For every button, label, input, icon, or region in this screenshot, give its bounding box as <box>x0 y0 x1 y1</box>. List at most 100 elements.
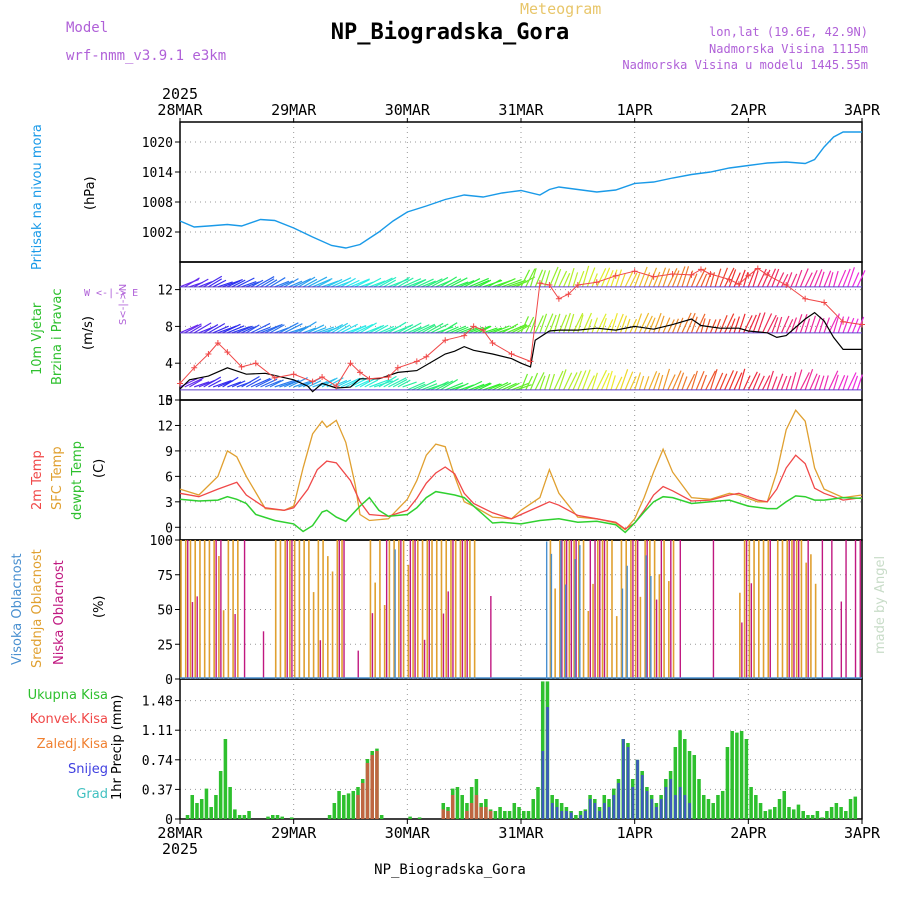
wind-barb <box>586 319 593 334</box>
wind-barb <box>194 381 210 388</box>
wind-barb <box>397 324 413 334</box>
wind-barb <box>463 278 481 288</box>
wind-barb <box>350 278 370 288</box>
wind-barb <box>624 318 631 334</box>
wind-barb <box>345 279 360 288</box>
date-label-top: 31MAR <box>498 101 544 119</box>
wind-barb <box>463 380 483 391</box>
wind-barb <box>454 326 469 334</box>
wind-barb <box>804 318 811 334</box>
wind-gust-marker <box>271 374 278 381</box>
wind-barb <box>724 313 735 334</box>
wind-barb <box>690 370 698 391</box>
wind-barb <box>241 280 257 288</box>
wind-barb <box>383 279 397 288</box>
precip-total-bar <box>782 791 787 819</box>
date-label-top: 2APR <box>730 101 767 119</box>
precip-total-bar <box>749 787 753 819</box>
wind-barb <box>506 382 520 391</box>
wind-barb <box>771 376 778 391</box>
wind-gust-marker <box>461 332 468 339</box>
wind-barb <box>388 377 407 388</box>
wind-gust-marker <box>214 339 221 346</box>
precip-total-bar <box>266 816 270 819</box>
wind-barb <box>596 369 608 391</box>
precip-total-bar <box>810 815 815 819</box>
precip-conv-bar <box>450 795 455 819</box>
wind-barb <box>520 316 530 334</box>
wind-barb <box>392 378 408 388</box>
wind-barb <box>667 374 676 391</box>
wind-barb <box>847 372 857 391</box>
precip-total-bar <box>512 803 517 819</box>
wind-barb <box>231 279 246 288</box>
wind-barb <box>402 381 417 388</box>
temp-ytick-label: 0 <box>165 521 173 536</box>
precip-total-bar <box>763 811 768 819</box>
wind-gust-marker <box>565 291 572 298</box>
wind-barb <box>842 375 849 391</box>
lonlat-info: lon,lat (19.6E, 42.9N) <box>709 25 868 39</box>
wind-barb <box>520 373 529 391</box>
wind-barb <box>657 374 664 391</box>
precip-total-bar <box>214 795 218 819</box>
wind-barb <box>250 322 271 334</box>
wind-barb <box>468 383 485 391</box>
meteogram-label: Meteogram <box>520 0 602 18</box>
precip-snow-bar <box>607 807 611 819</box>
wind-barb <box>335 324 351 334</box>
wind-barb <box>681 266 690 288</box>
wind-gust-marker <box>356 369 363 376</box>
precip-snow-bar <box>626 747 630 819</box>
wind-barb <box>733 316 740 334</box>
wind-barb <box>478 325 492 334</box>
wind-barb <box>426 278 443 288</box>
wind-barb <box>837 269 847 288</box>
wind-gust-marker <box>319 374 326 380</box>
wind-barb <box>283 323 303 334</box>
wind-barb <box>246 378 262 388</box>
wind-barb <box>274 280 290 288</box>
model-altitude-info: Nadmorska Visina u modelu 1445.55m <box>622 58 868 72</box>
wind-barb <box>629 376 637 391</box>
wind-barb <box>222 323 241 334</box>
model-name: wrf-nmm_v3.9.1 e3km <box>66 48 227 64</box>
wind-gust-marker <box>707 270 714 277</box>
wind-barb <box>227 325 245 334</box>
precip-total-bar <box>332 803 337 819</box>
precip-total-bar <box>678 730 682 819</box>
precip-total-bar <box>233 809 237 819</box>
wind-barb <box>264 323 283 334</box>
wind-barb <box>245 324 260 334</box>
wind-barb <box>818 375 825 391</box>
wind-gust-marker <box>224 349 231 356</box>
wind-gust-marker <box>783 282 790 288</box>
precip-snow-bar <box>621 739 625 819</box>
wind-barb <box>416 323 436 334</box>
wind-barb <box>667 268 678 288</box>
precip-total-bar <box>574 815 578 819</box>
wind-barb <box>605 319 614 334</box>
wind-barb <box>184 277 200 288</box>
precip-total-bar <box>526 811 531 819</box>
precip-total-bar <box>204 788 209 819</box>
precip-snow-bar <box>541 751 545 819</box>
wind-barb <box>260 278 275 288</box>
wind-barb <box>497 382 512 391</box>
wind-barb <box>487 383 502 391</box>
wind-barb <box>690 273 698 288</box>
precip-total-bar <box>839 807 843 819</box>
precip-total-bar <box>190 795 195 819</box>
wind-barb <box>733 372 743 391</box>
precip-total-bar <box>270 815 275 819</box>
wind-barb <box>733 272 741 288</box>
wind-barb <box>709 319 717 334</box>
wind-barb <box>189 379 203 388</box>
date-label-top: 28MAR <box>157 101 203 119</box>
wind-barb <box>785 318 794 334</box>
wind-barb <box>307 276 328 288</box>
wind-barb <box>392 276 410 288</box>
wind-gust-marker <box>238 363 245 370</box>
precip-snow-bar <box>650 799 654 819</box>
wind-barb <box>544 313 554 334</box>
